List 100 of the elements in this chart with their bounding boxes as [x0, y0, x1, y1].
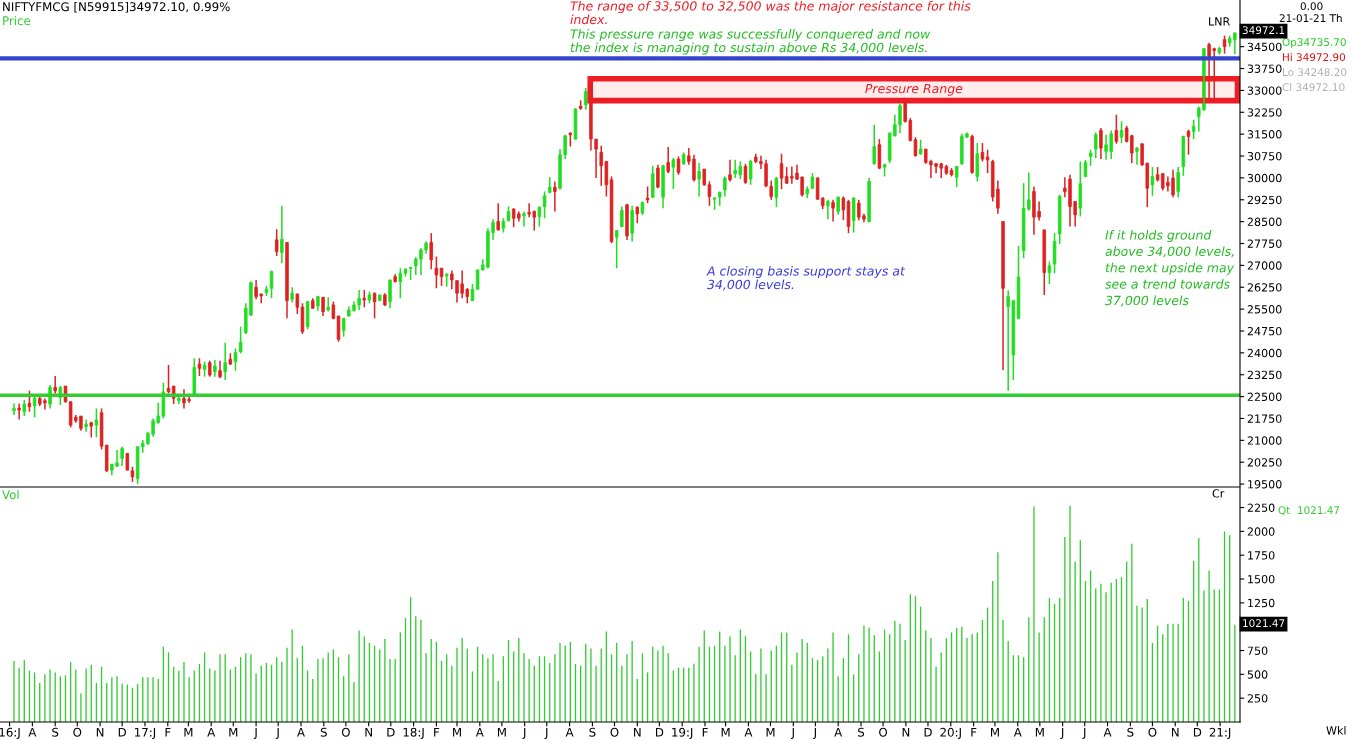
- y-tick-label: 24000: [1247, 348, 1282, 358]
- x-tick-label: A: [834, 727, 843, 737]
- band-label: Pressure Range: [865, 84, 963, 96]
- x-tick-label: A: [1103, 727, 1112, 737]
- x-tick-label: D: [387, 727, 395, 737]
- y-tick-label: 33000: [1247, 86, 1282, 95]
- y-tick-label: 30000: [1247, 173, 1282, 183]
- annotation: If it holds ground above 34,000 levels, the next upside may see a trend towards 37,000 levels: [1105, 230, 1235, 307]
- x-tick-label: A: [297, 727, 305, 737]
- x-tick-label: J: [1082, 727, 1086, 739]
- x-tick-label: D: [655, 727, 664, 737]
- x-tick-label: N: [634, 727, 641, 737]
- y-axis-title: Vol: [2, 490, 19, 500]
- annotation: Cr: [1212, 489, 1225, 498]
- x-tick-label: S: [1127, 727, 1134, 737]
- chart-title: NIFTYFMCG [N59915]34972.10, 0.99%: [3, 2, 230, 13]
- x-tick-label: O: [73, 727, 82, 737]
- x-tick-label: 21:J: [1209, 727, 1231, 739]
- x-tick-label: A: [28, 727, 37, 737]
- x-tick-label: A: [565, 727, 574, 737]
- y-tick-label: 27000: [1247, 261, 1282, 270]
- y-tick-label: 32250: [1247, 108, 1282, 117]
- x-tick-label: 19:J: [672, 727, 693, 739]
- text: Wkl: [1326, 726, 1346, 735]
- x-tick-label: O: [879, 727, 888, 737]
- x-tick-label: D: [924, 727, 932, 737]
- y-tick-label: 26250: [1247, 283, 1282, 292]
- x-tick-label: 17:J: [135, 727, 156, 739]
- x-tick-label: F: [702, 727, 708, 737]
- candlestick: [434, 255, 439, 290]
- x-tick-label: M: [721, 727, 730, 737]
- y-tick-label: 1500: [1248, 575, 1275, 584]
- x-tick-label: J: [1060, 727, 1064, 739]
- y-tick-label: 21750: [1247, 414, 1282, 423]
- x-tick-label: O: [341, 727, 350, 737]
- annotation: The range of 33,500 to 32,500 was the major resistance for this index.: [570, 1, 971, 25]
- y-tick-label: 31500: [1247, 130, 1282, 139]
- x-tick-label: F: [434, 727, 440, 737]
- y-tick-label: 22500: [1247, 392, 1282, 401]
- y-tick-label: 1250: [1248, 598, 1275, 608]
- y-tick-label: 2250: [1247, 503, 1275, 512]
- x-tick-label: M: [1035, 727, 1044, 737]
- text: Hi 34972.90: [1283, 53, 1346, 62]
- x-tick-label: 20:J: [940, 727, 961, 739]
- x-tick-label: A: [207, 727, 216, 737]
- x-tick-label: S: [589, 727, 596, 737]
- x-tick-label: J: [544, 727, 548, 739]
- x-tick-label: S: [320, 727, 327, 737]
- x-tick-label: N: [365, 727, 372, 737]
- x-tick-label: A: [744, 727, 753, 737]
- x-tick-label: N: [1171, 727, 1179, 737]
- y-tick-label: 28500: [1247, 217, 1282, 227]
- candlestick: [954, 165, 959, 188]
- y-tick-label: 33750: [1247, 64, 1282, 73]
- x-tick-label: F: [971, 727, 977, 737]
- y-axis-title: Price: [3, 16, 31, 26]
- candlestick: [980, 142, 985, 163]
- x-tick-label: M: [766, 727, 775, 737]
- y-tick-label: 250: [1247, 694, 1268, 703]
- candlestick: [774, 176, 779, 208]
- text: Cl 34972.10: [1282, 83, 1345, 92]
- candlestick: [671, 157, 676, 190]
- x-tick-label: 16:J: [0, 727, 20, 739]
- y-tick-label: 34500: [1247, 42, 1282, 52]
- annotation: A closing basis support stays at 34,000 levels.: [706, 266, 906, 291]
- y-tick-label: 27750: [1247, 239, 1282, 248]
- y-tick-label: 21000: [1247, 436, 1282, 445]
- y-tick-label: 2000: [1247, 527, 1275, 536]
- text: 21-01-21 Th: [1279, 14, 1342, 23]
- x-tick-label: D: [118, 727, 127, 737]
- candlestick: [542, 190, 547, 219]
- x-tick-label: M: [991, 727, 999, 737]
- x-tick-label: J: [522, 727, 526, 739]
- y-tick-label: 29250: [1247, 195, 1282, 205]
- candlestick: [614, 229, 619, 269]
- x-tick-label: S: [52, 727, 59, 737]
- text: Lo 34248.20: [1283, 68, 1347, 77]
- y-tick-label: 500: [1247, 670, 1268, 679]
- candlestick: [269, 269, 274, 300]
- text: Op34735.70: [1282, 38, 1346, 49]
- x-tick-label: F: [165, 727, 171, 737]
- y-tick-label: 24750: [1247, 326, 1282, 336]
- annotation: This pressure range was successfully conquered and now the index is managing to sustain above Rs 34,000 levels.: [570, 29, 931, 55]
- x-tick-label: J: [790, 727, 794, 739]
- x-tick-label: 18:J: [403, 727, 424, 739]
- candlestick: [985, 149, 990, 174]
- x-tick-label: M: [229, 727, 238, 737]
- x-tick-label: O: [610, 727, 619, 737]
- x-tick-label: J: [253, 727, 257, 739]
- y-tick-label: 25500: [1247, 305, 1282, 314]
- x-tick-label: O: [1148, 727, 1157, 737]
- y-tick-label: 23250: [1247, 370, 1282, 380]
- candlestick: [1047, 260, 1052, 285]
- x-tick-label: J: [275, 727, 279, 739]
- candlestick: [1078, 160, 1083, 218]
- text: Qt 1021.47: [1278, 506, 1340, 516]
- x-tick-label: J: [813, 727, 816, 739]
- y-tick-label: 750: [1247, 646, 1268, 655]
- y-tick-label: 20250: [1247, 458, 1282, 467]
- x-tick-label: M: [453, 727, 461, 737]
